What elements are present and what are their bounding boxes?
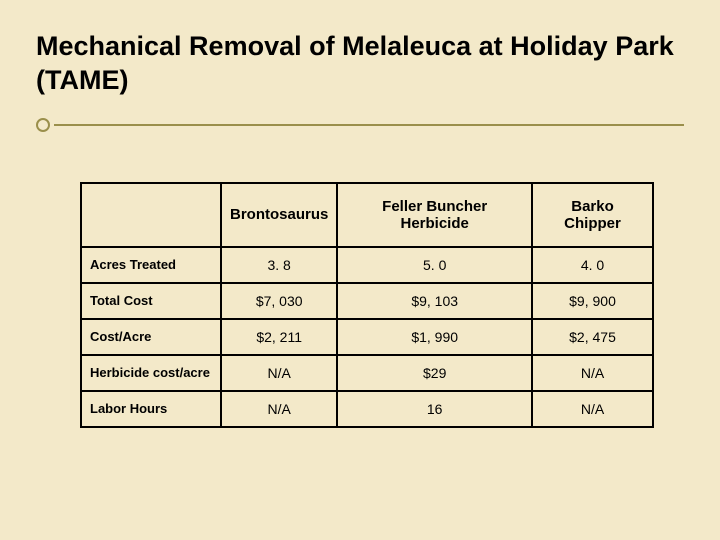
col-header: Brontosaurus	[221, 183, 337, 247]
table-row: Herbicide cost/acre N/A $29 N/A	[81, 355, 653, 391]
table-row: Cost/Acre $2, 211 $1, 990 $2, 475	[81, 319, 653, 355]
slide: Mechanical Removal of Melaleuca at Holid…	[0, 0, 720, 540]
row-label: Labor Hours	[81, 391, 221, 427]
bullet-icon	[36, 118, 50, 132]
cell: N/A	[532, 391, 653, 427]
row-label: Acres Treated	[81, 247, 221, 283]
divider	[36, 118, 684, 132]
cell: N/A	[532, 355, 653, 391]
cell: 16	[337, 391, 532, 427]
row-label: Cost/Acre	[81, 319, 221, 355]
horizontal-rule	[54, 124, 684, 126]
cell: 5. 0	[337, 247, 532, 283]
table-row: Total Cost $7, 030 $9, 103 $9, 900	[81, 283, 653, 319]
cell: $9, 103	[337, 283, 532, 319]
slide-title: Mechanical Removal of Melaleuca at Holid…	[36, 30, 684, 98]
data-table: Brontosaurus Feller Buncher Herbicide Ba…	[80, 182, 654, 428]
col-header: Feller Buncher Herbicide	[337, 183, 532, 247]
row-label: Total Cost	[81, 283, 221, 319]
cell: $2, 211	[221, 319, 337, 355]
cell: 4. 0	[532, 247, 653, 283]
table-header-row: Brontosaurus Feller Buncher Herbicide Ba…	[81, 183, 653, 247]
cell: $9, 900	[532, 283, 653, 319]
table-container: Brontosaurus Feller Buncher Herbicide Ba…	[80, 182, 654, 428]
table-row: Acres Treated 3. 8 5. 0 4. 0	[81, 247, 653, 283]
col-header: Barko Chipper	[532, 183, 653, 247]
cell: $7, 030	[221, 283, 337, 319]
cell: 3. 8	[221, 247, 337, 283]
cell: $1, 990	[337, 319, 532, 355]
table-row: Labor Hours N/A 16 N/A	[81, 391, 653, 427]
row-label: Herbicide cost/acre	[81, 355, 221, 391]
cell: $29	[337, 355, 532, 391]
cell: N/A	[221, 391, 337, 427]
cell: N/A	[221, 355, 337, 391]
cell: $2, 475	[532, 319, 653, 355]
table-corner-cell	[81, 183, 221, 247]
